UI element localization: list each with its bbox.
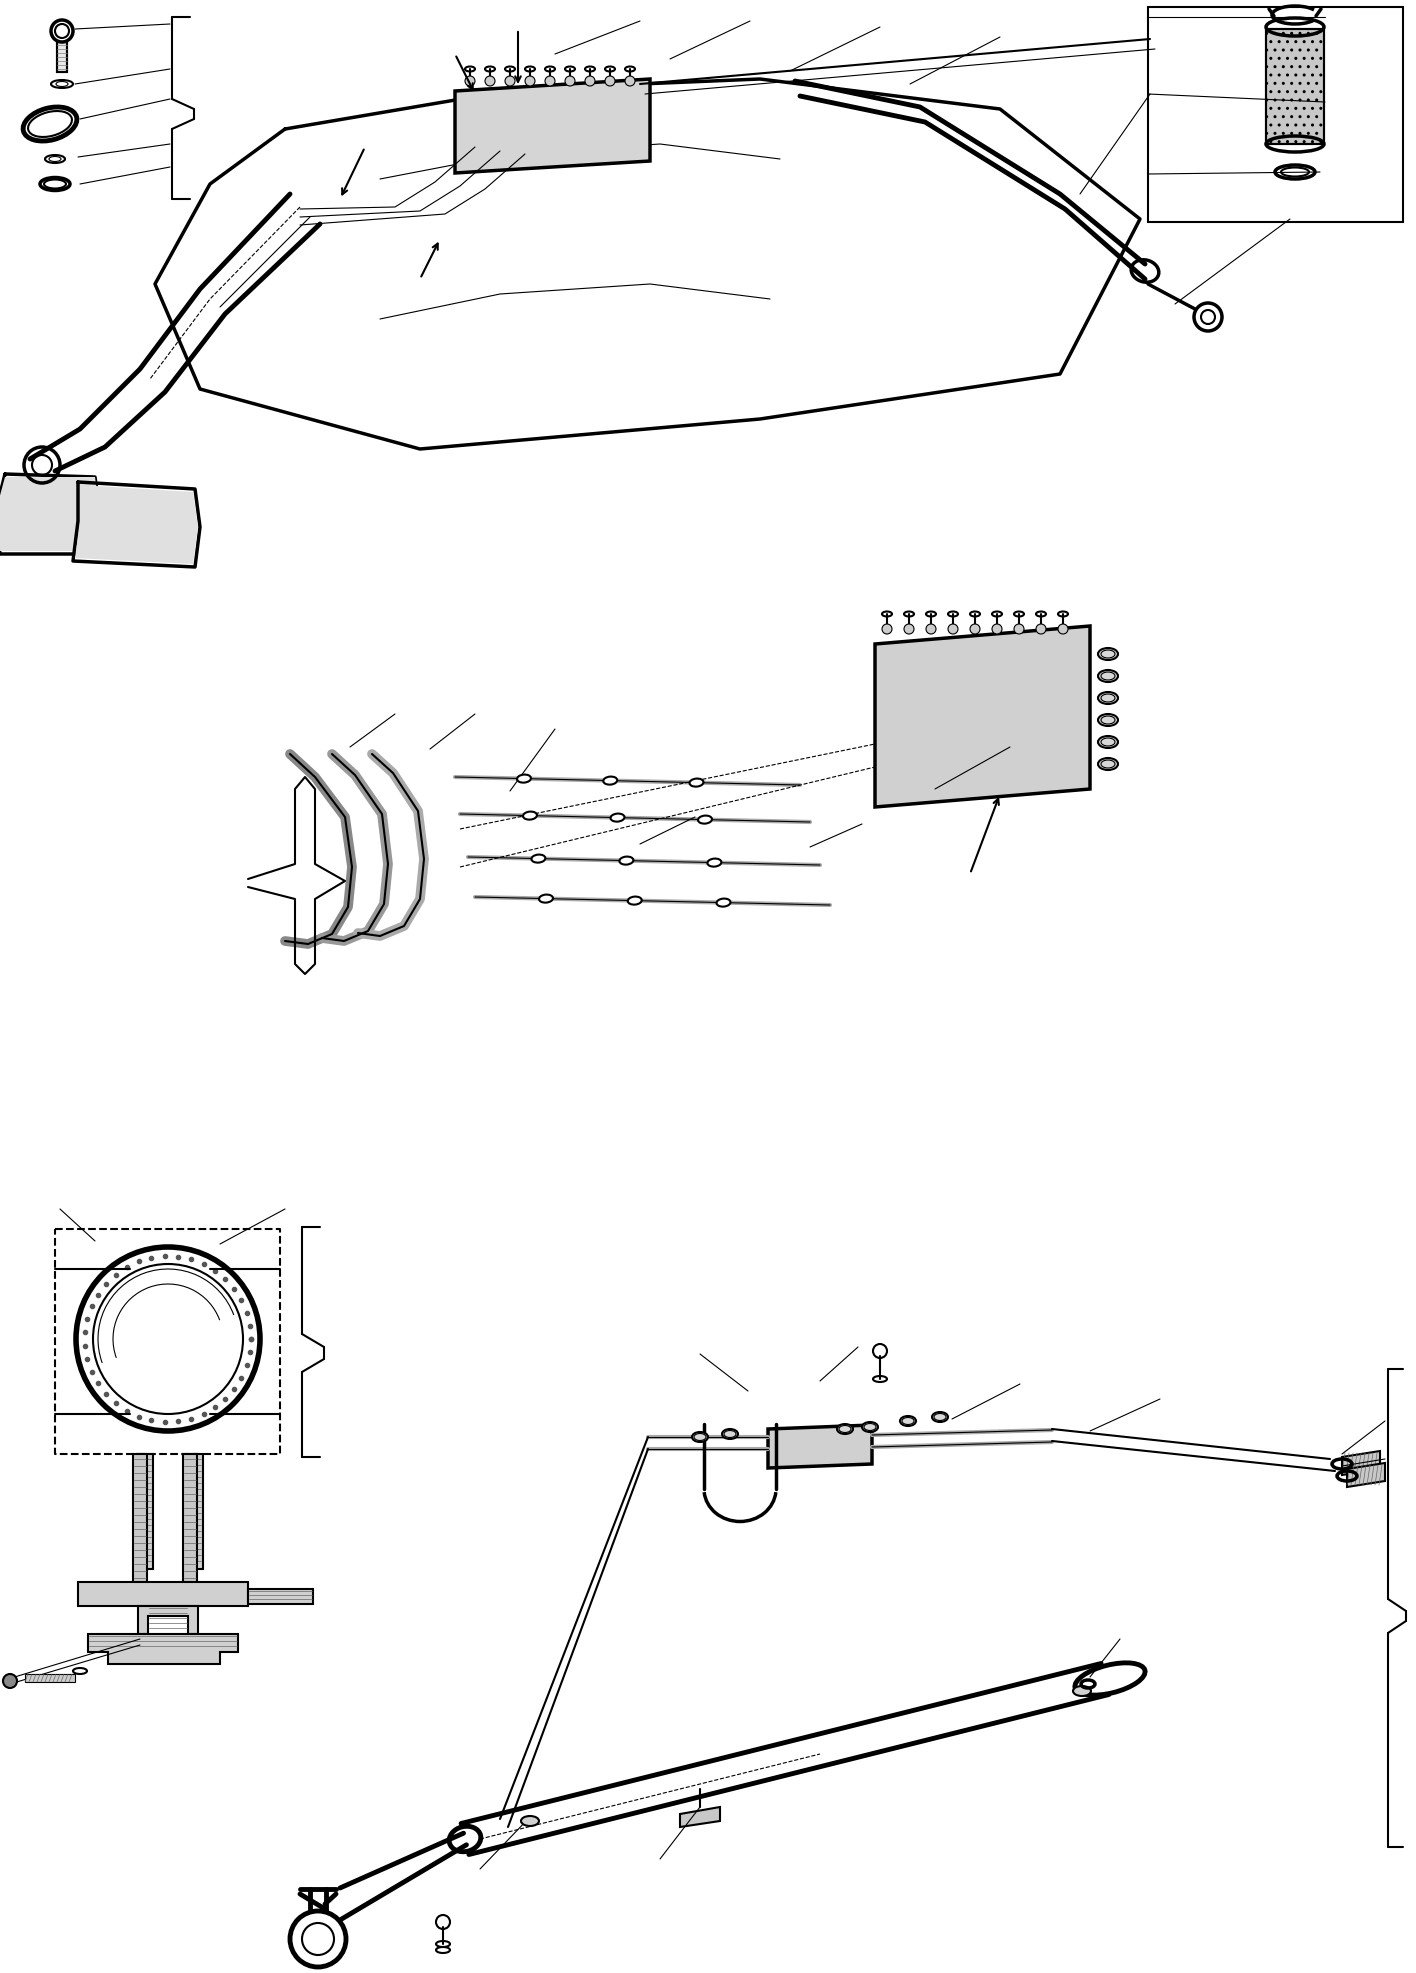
Ellipse shape [517, 775, 531, 783]
Polygon shape [767, 1425, 872, 1468]
Bar [1266, 30, 1324, 144]
Circle shape [464, 77, 474, 87]
Polygon shape [78, 1582, 248, 1606]
Ellipse shape [716, 900, 731, 908]
Ellipse shape [1073, 1687, 1090, 1697]
Ellipse shape [862, 1423, 878, 1432]
Ellipse shape [627, 898, 641, 906]
Circle shape [993, 625, 1003, 635]
Circle shape [486, 77, 496, 87]
Bar [1148, 8, 1403, 223]
Polygon shape [455, 81, 650, 174]
Ellipse shape [1097, 693, 1119, 704]
Bar [57, 43, 67, 73]
Polygon shape [133, 1454, 147, 1594]
Polygon shape [1342, 1452, 1381, 1476]
Circle shape [605, 77, 615, 87]
Ellipse shape [1097, 671, 1119, 683]
Circle shape [565, 77, 575, 87]
Circle shape [970, 625, 980, 635]
Polygon shape [75, 485, 198, 564]
Ellipse shape [901, 1417, 916, 1426]
Circle shape [882, 625, 892, 635]
Circle shape [525, 77, 535, 87]
Ellipse shape [837, 1425, 852, 1434]
Ellipse shape [523, 813, 537, 821]
Ellipse shape [619, 856, 633, 866]
Ellipse shape [1097, 736, 1119, 748]
Ellipse shape [1097, 758, 1119, 771]
Ellipse shape [708, 858, 721, 868]
Circle shape [1014, 625, 1024, 635]
Circle shape [506, 77, 515, 87]
Circle shape [624, 77, 634, 87]
Ellipse shape [692, 1432, 708, 1442]
Ellipse shape [610, 815, 624, 823]
Bar [57, 43, 67, 73]
Circle shape [3, 1675, 17, 1689]
Polygon shape [183, 1454, 197, 1594]
Circle shape [1058, 625, 1068, 635]
Circle shape [947, 625, 959, 635]
Circle shape [903, 625, 913, 635]
Ellipse shape [698, 817, 712, 825]
Polygon shape [137, 1606, 198, 1634]
Ellipse shape [539, 896, 554, 904]
Circle shape [545, 77, 555, 87]
Polygon shape [1347, 1464, 1385, 1488]
Ellipse shape [603, 777, 617, 785]
Polygon shape [680, 1807, 719, 1827]
Polygon shape [0, 477, 101, 552]
Ellipse shape [722, 1428, 738, 1438]
Polygon shape [1266, 30, 1324, 144]
Circle shape [1037, 625, 1046, 635]
Bar [137, 1454, 153, 1569]
Ellipse shape [932, 1413, 947, 1423]
Bar [187, 1454, 202, 1569]
Polygon shape [875, 627, 1090, 807]
Circle shape [585, 77, 595, 87]
Bar [25, 1675, 75, 1683]
Polygon shape [88, 1634, 238, 1663]
Ellipse shape [1097, 649, 1119, 661]
Circle shape [926, 625, 936, 635]
Polygon shape [248, 1588, 313, 1604]
Ellipse shape [690, 779, 704, 787]
Ellipse shape [521, 1815, 539, 1827]
Ellipse shape [1097, 714, 1119, 726]
Ellipse shape [531, 854, 545, 864]
